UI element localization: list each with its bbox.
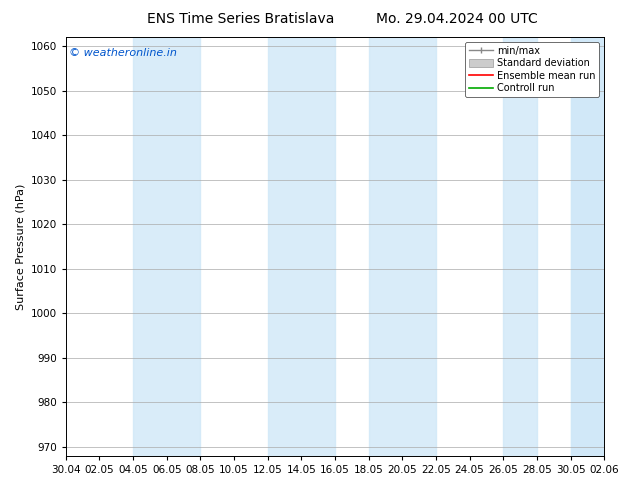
Bar <box>503 37 537 456</box>
Legend: min/max, Standard deviation, Ensemble mean run, Controll run: min/max, Standard deviation, Ensemble me… <box>465 42 599 97</box>
Bar <box>268 37 335 456</box>
Bar <box>571 37 604 456</box>
Bar <box>571 37 604 456</box>
Bar <box>133 37 200 456</box>
Text: © weatheronline.in: © weatheronline.in <box>68 48 176 57</box>
Y-axis label: Surface Pressure (hPa): Surface Pressure (hPa) <box>15 183 25 310</box>
Text: Mo. 29.04.2024 00 UTC: Mo. 29.04.2024 00 UTC <box>375 12 538 26</box>
Text: ENS Time Series Bratislava: ENS Time Series Bratislava <box>147 12 335 26</box>
Bar <box>368 37 436 456</box>
